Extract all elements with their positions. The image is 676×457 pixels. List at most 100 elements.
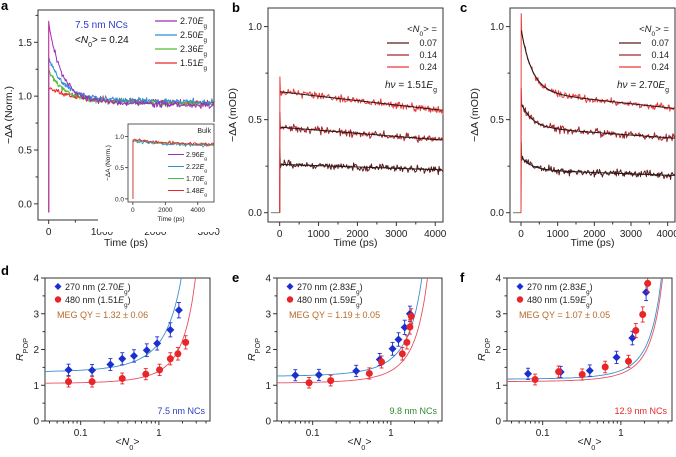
data-point-circle: [407, 312, 415, 320]
data-point-circle: [65, 378, 73, 386]
data-point-circle: [639, 310, 647, 318]
data-point-diamond: [118, 354, 127, 363]
y-tick-label: 0: [33, 417, 39, 428]
trace-2.70Eg: [48, 20, 215, 213]
inset-y-tick-label: 1.0: [115, 134, 124, 141]
y-tick-label: 1.0: [248, 22, 262, 33]
panel-e: 0 1 2 3 4 0.1 1 <N0> RPOP 270 nm (2.83Eg)480 nm (…: [246, 274, 443, 452]
x-tick-label: 0: [518, 229, 524, 240]
legend-marker: [54, 283, 62, 290]
data-point-diamond: [64, 365, 73, 374]
x-tick-label: 2000: [144, 227, 167, 238]
legend-label: 270 nm (2.83Eg): [297, 282, 363, 296]
panel-a: 0.0 0.5 1.0 1.5 0 1000 2000 3000 Time (ps) −ΔA (N…: [3, 9, 221, 249]
x-tick-label: 0.1: [306, 428, 320, 439]
inset-y-axis-label: −ΔA (Norm.): [105, 145, 112, 181]
y-tick-label: 4: [33, 274, 39, 285]
legend-label: 0.07: [419, 38, 437, 48]
inset-title: Bulk: [197, 128, 211, 135]
x-axis-label: Time (ps): [104, 237, 148, 249]
data-point-diamond: [174, 306, 183, 315]
inset-x-tick-label: 2000: [158, 207, 173, 214]
x-tick-label: 0: [277, 229, 283, 240]
x-tick-label: 2000: [583, 229, 606, 240]
plot-frame: [509, 7, 676, 223]
legend-label: 1.51Eg: [180, 58, 208, 72]
data-point-diamond: [400, 323, 409, 332]
panel-c: 0.0 0.5 1.0 0 1000 2000 3000 4000 Time (ps) −ΔA (…: [469, 7, 676, 249]
photon-energy-label: hν = 1.51Eg: [385, 80, 437, 94]
data-point-circle: [118, 374, 126, 382]
data-point-diamond: [585, 366, 594, 375]
y-axis-label: RPOP: [246, 338, 262, 361]
trace-n0-0.14: [279, 111, 444, 213]
data-point-diamond: [142, 346, 151, 355]
data-point-circle: [555, 368, 563, 376]
inset-x-tick-label: 4000: [191, 207, 206, 214]
x-tick-label: 1: [156, 428, 162, 439]
legend-title: <N0> =: [407, 24, 437, 38]
inset-trace-1.48Eg: [132, 138, 214, 199]
data-point-circle: [327, 377, 335, 385]
data-point-circle: [174, 350, 182, 358]
panel-label-c: c: [460, 0, 467, 15]
data-point-circle: [156, 366, 164, 374]
panel-f: 0 1 2 3 4 0.1 1 <N0> RPOP 270 nm (2.83Eg)480 nm (…: [476, 274, 673, 452]
x-axis-label: <N0>: [578, 436, 602, 452]
y-tick-label: 2: [265, 345, 271, 356]
x-tick-label: 1000: [91, 227, 114, 238]
x-tick-label: 2000: [346, 229, 369, 240]
data-point-diamond: [153, 339, 162, 348]
data-point-circle: [601, 363, 609, 371]
y-tick-label: 2: [33, 345, 39, 356]
inset-legend-label: 1.70Eg: [186, 176, 207, 186]
sample-label: 7.5 nm NCs: [157, 406, 205, 416]
y-tick-label: 3: [265, 309, 271, 320]
y-tick-label: 1.0: [18, 92, 32, 103]
inset-legend-label: 1.48Eg: [186, 188, 207, 198]
y-tick-label: 4: [265, 274, 271, 285]
legend-marker: [54, 296, 62, 303]
legend-marker: [516, 283, 524, 290]
data-point-diamond: [524, 369, 533, 378]
legend-marker: [286, 296, 294, 303]
sample-label: 7.5 nm NCs: [75, 20, 128, 31]
data-point-circle: [398, 350, 406, 358]
meg-qy-label: MEG QY = 1.32 ± 0.06: [57, 310, 148, 320]
x-axis-label: <N0>: [116, 436, 140, 452]
data-point-circle: [166, 355, 174, 363]
data-point-circle: [142, 370, 150, 378]
y-axis-label: −ΔA (mOD): [469, 88, 481, 142]
y-tick-label: 0.5: [490, 115, 504, 126]
panel-b: 0.0 0.5 1.0 0 1000 2000 3000 4000 Time (ps) −ΔA (…: [227, 7, 447, 249]
data-point-circle: [88, 378, 96, 386]
fit-curve-1: [45, 278, 196, 384]
x-tick-label: 0.1: [74, 428, 88, 439]
y-tick-label: 0.0: [248, 208, 262, 219]
panel-label-d: d: [1, 263, 9, 278]
panel-label-f: f: [460, 270, 465, 285]
fit-n0-0.07: [521, 156, 674, 176]
x-tick-label: 3000: [198, 227, 221, 238]
fit-n0-0.14: [520, 103, 674, 139]
fit-curve-1: [277, 278, 428, 384]
inset-x-tick-label: 0: [131, 207, 135, 214]
panel-label-b: b: [232, 0, 240, 15]
inset-bulk: 0.0 0.5 1.0 0 2000 4000 Time (ps) −ΔA (Norm.) Bu…: [98, 122, 216, 232]
inset-legend-label: 2.22Eg: [186, 164, 207, 174]
x-tick-label: 0.1: [536, 428, 550, 439]
sample-label: 9.8 nm NCs: [389, 406, 437, 416]
x-axis-label: <N0>: [348, 436, 372, 452]
n0-label: <N0> = 0.24: [75, 35, 129, 49]
data-point-diamond: [291, 371, 300, 380]
legend-label: 0.24: [651, 62, 669, 72]
inset-y-tick-label: 0.0: [115, 196, 124, 203]
x-tick-label: 4000: [657, 229, 676, 240]
y-axis-label: RPOP: [14, 338, 30, 361]
y-tick-label: 1.0: [490, 22, 504, 33]
y-tick-label: 0.5: [248, 115, 262, 126]
data-point-circle: [644, 279, 652, 287]
fit-n0-0.07: [280, 163, 442, 171]
data-point-diamond: [612, 353, 621, 362]
y-tick-label: 3: [495, 309, 501, 320]
